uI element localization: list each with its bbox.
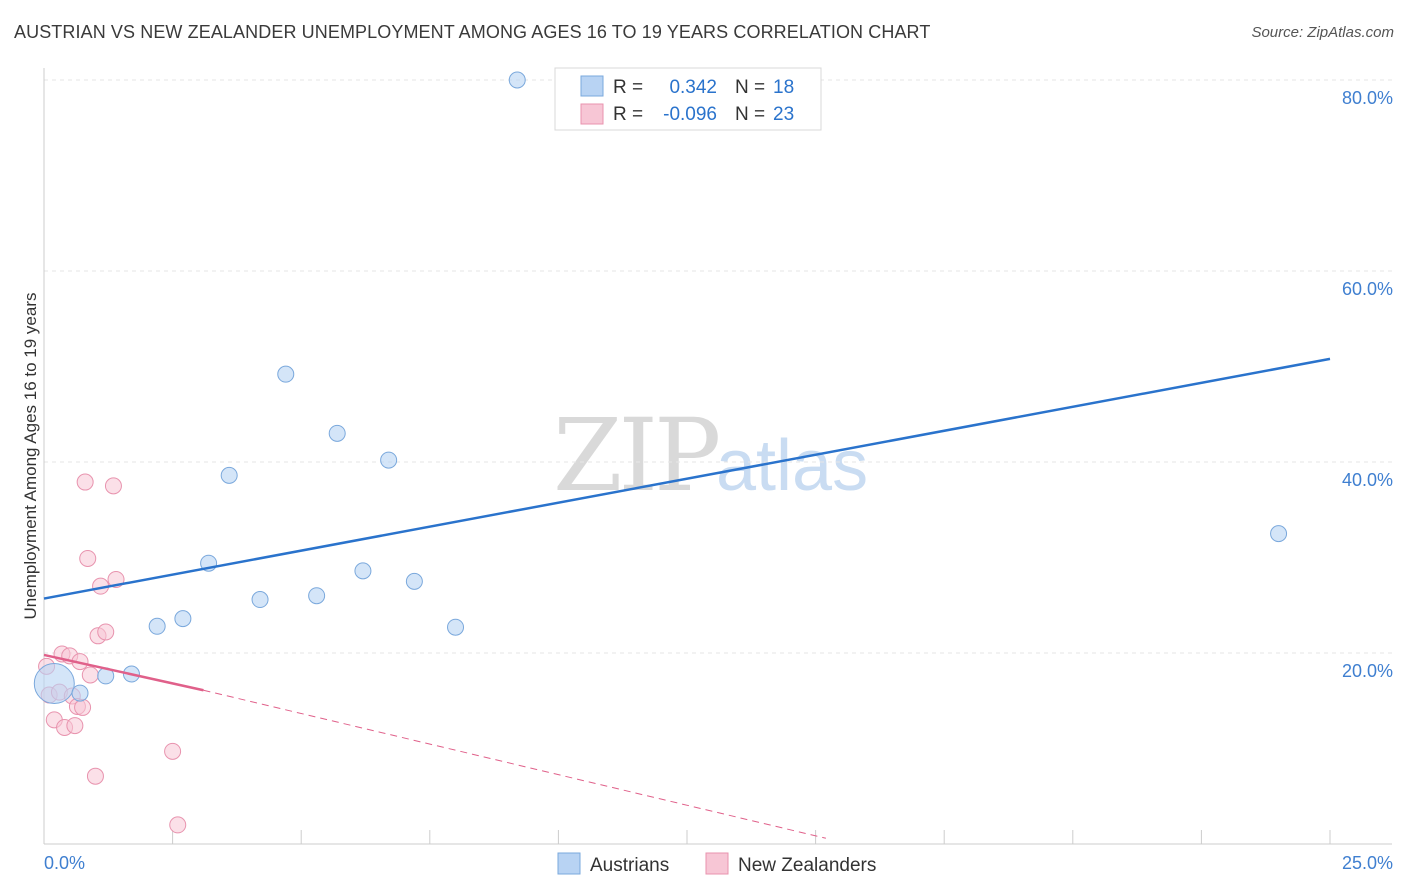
watermark-atlas: atlas (716, 426, 868, 506)
austrians-point (447, 618, 465, 636)
source-label: Source: ZipAtlas.com (1251, 24, 1394, 41)
austrians-trend-line (43, 357, 1331, 600)
austrians-point (251, 591, 269, 609)
legend-n-label-austrians: N = (735, 77, 765, 98)
axes (43, 68, 1392, 845)
austrians-point (220, 466, 238, 484)
y-tick-label-40: 40.0% (1342, 470, 1393, 490)
legend-r-value-new-zealanders: -0.096 (663, 104, 717, 125)
legend-n-label-new-zealanders: N = (735, 104, 765, 125)
chart-title: AUSTRIAN VS NEW ZEALANDER UNEMPLOYMENT A… (14, 22, 931, 42)
bottom-legend-swatch-new-zealanders (705, 852, 729, 875)
new-zealanders-points (38, 473, 187, 834)
austrians-point (354, 562, 372, 580)
y-tick-labels: 20.0% 40.0% 60.0% 80.0% (1342, 88, 1393, 681)
new-zealanders-point (104, 477, 122, 495)
y-tick-label-20: 20.0% (1342, 661, 1393, 681)
austrians-point (380, 451, 398, 469)
correlation-legend: R = 0.342 N = 18 R = -0.096 N = 23 (554, 67, 822, 131)
austrians-point (71, 684, 89, 702)
new-zealanders-point (97, 623, 115, 641)
new-zealanders-point (81, 666, 99, 684)
austrians-points (33, 71, 1288, 705)
x-tick-marks (43, 830, 1331, 844)
new-zealanders-point (76, 473, 94, 491)
legend-r-label-new-zealanders: R = (613, 104, 643, 125)
legend-n-value-austrians: 18 (773, 77, 794, 98)
new-zealanders-point (169, 816, 187, 834)
y-tick-label-60: 60.0% (1342, 279, 1393, 299)
austrians-point (148, 617, 166, 635)
bottom-legend-austrians: Austrians (590, 855, 669, 876)
watermark-zip: ZIP (553, 397, 718, 514)
x-tick-label-min: 0.0% (44, 853, 85, 873)
legend-r-value-austrians: 0.342 (669, 77, 717, 98)
bottom-legend-swatch-austrians (557, 852, 581, 875)
austrians-point (508, 71, 526, 89)
new-zealanders-trend-line (43, 653, 204, 692)
y-tick-label-80: 80.0% (1342, 88, 1393, 108)
legend-swatch-austrians (580, 75, 604, 97)
y-axis-label: Unemployment Among Ages 16 to 19 years (21, 293, 40, 620)
austrians-point (33, 663, 75, 705)
legend-r-label-austrians: R = (613, 77, 643, 98)
gridlines (44, 79, 1392, 654)
bottom-legend-new-zealanders: New Zealanders (738, 855, 876, 876)
new-zealanders-point (164, 742, 182, 760)
legend-swatch-new-zealanders (580, 103, 604, 125)
legend-n-value-new-zealanders: 23 (773, 104, 794, 125)
austrians-point (328, 424, 346, 442)
series-legend: Austrians New Zealanders (557, 852, 876, 876)
new-zealanders-point (74, 698, 92, 716)
new-zealanders-point (79, 549, 97, 567)
trend-lines (43, 357, 1331, 839)
austrians-point (277, 365, 295, 383)
x-tick-label-max: 25.0% (1342, 853, 1393, 873)
austrians-point (308, 587, 326, 605)
austrians-point (174, 610, 192, 628)
watermark: ZIP atlas (553, 397, 868, 514)
new-zealanders-point (86, 767, 104, 785)
new-zealanders-trend-extension (203, 689, 827, 839)
austrians-point (1270, 525, 1288, 543)
new-zealanders-point (66, 717, 84, 735)
austrians-point (405, 572, 423, 590)
